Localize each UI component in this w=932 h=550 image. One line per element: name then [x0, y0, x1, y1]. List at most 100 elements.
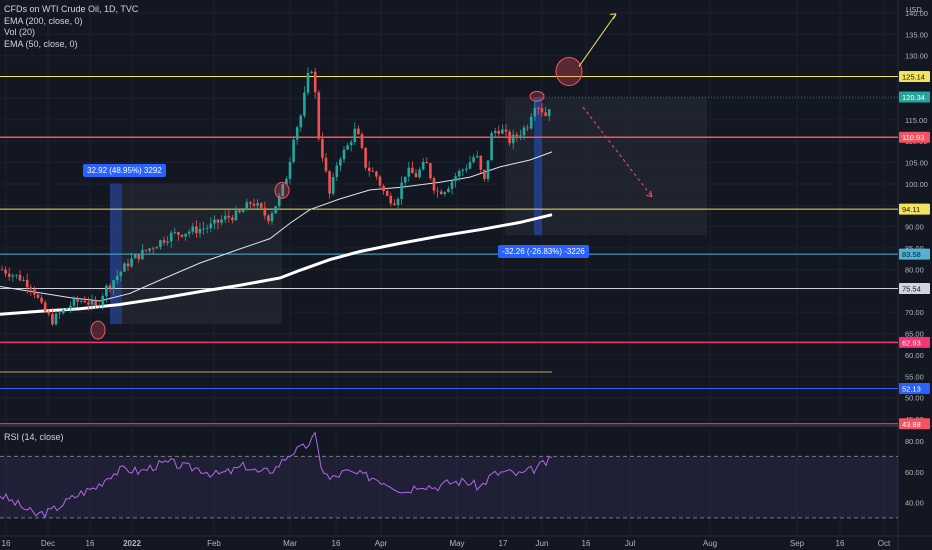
candle-body	[252, 203, 256, 206]
x-tick-label: 16	[582, 539, 591, 548]
candle-body	[519, 135, 522, 137]
candle-body	[90, 300, 94, 305]
candle-body	[22, 279, 25, 281]
candle-body	[11, 275, 15, 277]
measure-bar-down	[534, 97, 542, 236]
candle-body	[544, 112, 547, 116]
candle-body	[508, 131, 511, 144]
level-label-bg	[899, 248, 930, 260]
candle-body	[306, 72, 310, 93]
legend-symbol[interactable]: CFDs on WTI Crude Oil, 1D, TVC	[4, 4, 139, 14]
candle-body	[313, 71, 317, 93]
candle-body	[198, 228, 202, 234]
level-label: 94.11	[902, 205, 920, 214]
ema-lines	[0, 151, 553, 316]
candle-body	[227, 215, 231, 218]
candle-body	[461, 169, 465, 172]
candle-body	[36, 294, 40, 298]
y-tick-label: 130.00	[905, 52, 928, 61]
y-tick-label: 105.00	[905, 159, 928, 168]
candles	[0, 67, 551, 326]
candle-body	[51, 314, 54, 325]
candle-body	[385, 190, 389, 196]
circle-marker-low	[90, 320, 106, 340]
candle-body	[245, 202, 249, 211]
drawings[interactable]	[90, 13, 653, 340]
candle-body	[490, 133, 493, 161]
candle-body	[18, 274, 22, 281]
level-label-bg	[899, 336, 930, 348]
candle-body	[346, 145, 349, 150]
candle-body	[79, 300, 83, 302]
candle-body	[94, 300, 97, 306]
x-tick-label: Mar	[283, 539, 297, 548]
candle-body	[54, 313, 58, 325]
range-box-projection	[505, 97, 707, 236]
candle-body	[213, 219, 216, 224]
candle-body	[277, 195, 281, 207]
x-tick-label: Oct	[878, 539, 891, 548]
candle-body	[367, 167, 371, 172]
candle-body	[97, 305, 101, 307]
candle-body	[105, 285, 108, 297]
candle-body	[173, 232, 177, 233]
candle-body	[342, 149, 346, 160]
candle-body	[447, 188, 450, 193]
legend-ema50[interactable]: EMA (50, close, 0)	[4, 38, 78, 49]
currency-label: USD	[906, 5, 922, 14]
rsi-legend[interactable]: RSI (14, close)	[4, 432, 64, 442]
candle-body	[209, 223, 213, 229]
candle-body	[87, 302, 90, 305]
candle-body	[501, 129, 504, 134]
candle-body	[155, 247, 159, 249]
candle-body	[274, 206, 277, 214]
candle-body	[169, 232, 173, 242]
candle-body	[65, 308, 69, 310]
candle-body	[108, 285, 112, 289]
y-tick-label: 90.00	[905, 223, 924, 232]
legend-vol[interactable]: Vol (20)	[4, 27, 36, 37]
candle-body	[205, 228, 209, 229]
candle-body	[83, 300, 87, 303]
candle-body	[378, 176, 382, 186]
x-tick-label: Jun	[536, 539, 549, 548]
candle-body	[112, 280, 115, 289]
candle-body	[360, 134, 364, 148]
candle-body	[357, 128, 360, 135]
candle-body	[4, 269, 7, 274]
measure-label-down: -32.26 (-26.83%) -3226	[498, 245, 589, 258]
candle-body	[47, 311, 51, 315]
candle-body	[310, 71, 313, 73]
candle-body	[263, 207, 267, 216]
rsi-line	[0, 431, 553, 519]
candle-body	[241, 210, 245, 213]
x-tick-label: Apr	[375, 539, 388, 548]
candle-body	[292, 139, 295, 162]
candle-body	[537, 107, 540, 109]
candle-body	[299, 115, 303, 128]
x-tick-label: 16	[2, 539, 11, 548]
circle-marker-mid	[274, 181, 290, 199]
candle-body	[191, 226, 195, 232]
x-tick-label: 16	[836, 539, 845, 548]
candle-body	[457, 171, 461, 177]
x-tick-label: Sep	[790, 539, 805, 548]
price-labels: 125.14 110.93 94.11 83.58 75.54 62.93 52.13 43.…	[899, 71, 930, 430]
candle-body	[187, 231, 191, 234]
candle-body	[443, 192, 447, 195]
last-price-label: 120.34	[902, 93, 925, 102]
candle-body	[515, 134, 519, 137]
level-label-bg	[899, 71, 930, 83]
candle-body	[331, 177, 335, 194]
level-label-bg	[899, 383, 930, 395]
candle-body	[151, 248, 155, 250]
rsi-tick-label: 80.00	[905, 437, 924, 446]
candle-body	[144, 249, 148, 251]
horizontal-levels[interactable]	[0, 76, 898, 425]
level-label: 43.88	[902, 420, 921, 429]
candle-body	[533, 107, 537, 117]
y-tick-label: 140.00	[905, 9, 928, 18]
legend-ema200[interactable]: EMA (200, close, 0)	[4, 15, 83, 26]
x-tick-label: Jul	[625, 539, 635, 548]
